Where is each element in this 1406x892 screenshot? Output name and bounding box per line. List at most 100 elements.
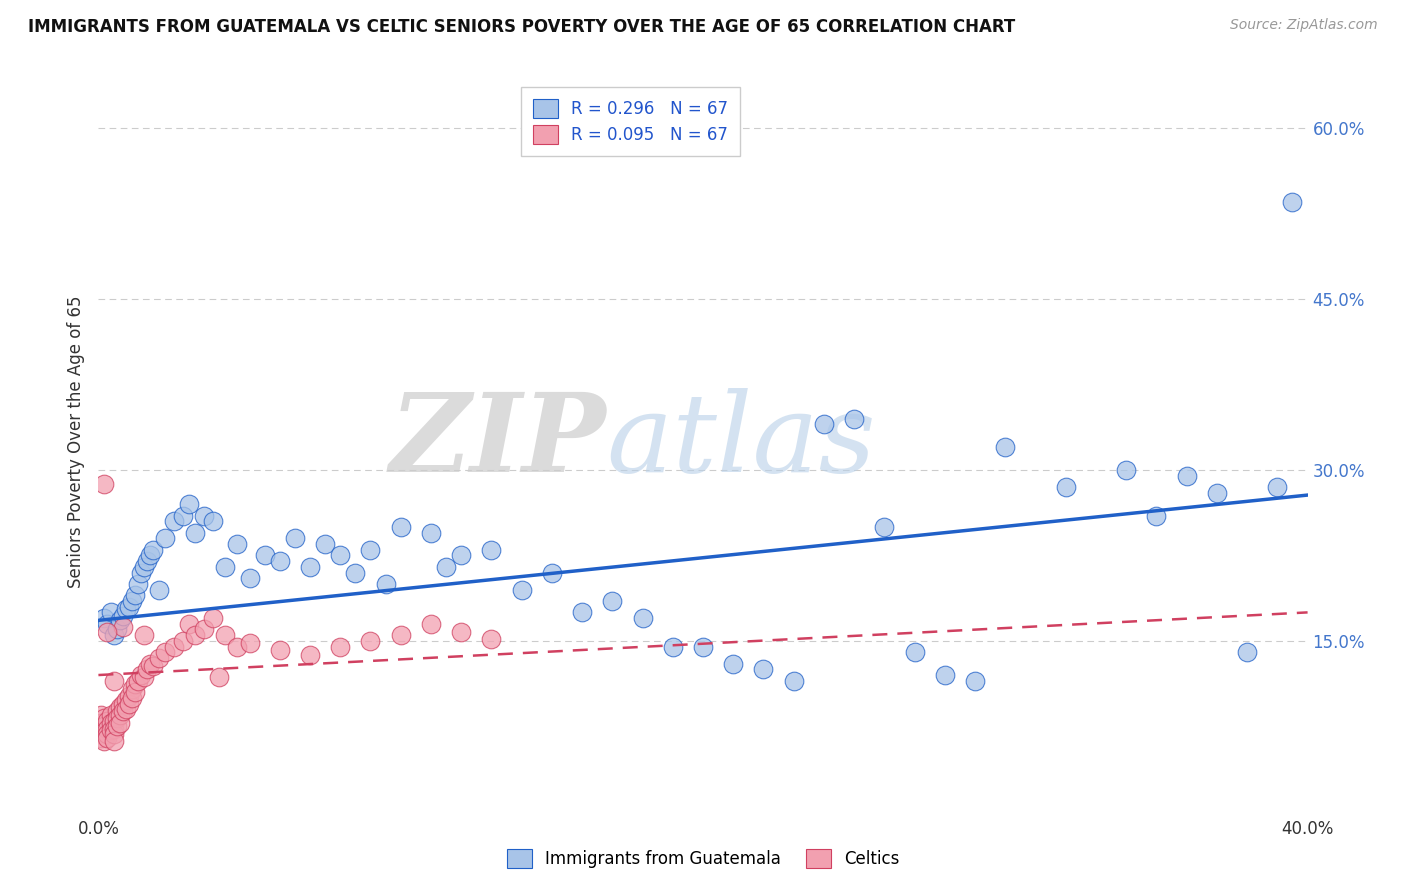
Point <box>100 606 122 620</box>
Point <box>135 554 157 568</box>
Point <box>127 577 149 591</box>
Point <box>132 628 155 642</box>
Point <box>124 588 146 602</box>
Text: atlas: atlas <box>606 388 876 495</box>
Point <box>90 731 112 745</box>
Point <box>111 697 134 711</box>
Point <box>142 659 165 673</box>
Point <box>269 554 291 568</box>
Point <box>344 566 367 580</box>
Point <box>540 566 562 580</box>
Point <box>873 520 896 534</box>
Point <box>389 628 412 642</box>
Point <box>1054 480 1077 494</box>
Point <box>103 734 125 748</box>
Point <box>844 411 866 425</box>
Point <box>127 673 149 688</box>
Point <box>193 508 215 523</box>
Point <box>510 582 533 597</box>
Point <box>105 711 128 725</box>
Text: ZIP: ZIP <box>389 388 606 495</box>
Point <box>124 677 146 691</box>
Point <box>389 520 412 534</box>
Point <box>360 633 382 648</box>
Point <box>1236 645 1258 659</box>
Point <box>239 636 262 650</box>
Point <box>96 616 118 631</box>
Point <box>114 693 136 707</box>
Legend: R = 0.296   N = 67, R = 0.095   N = 67: R = 0.296 N = 67, R = 0.095 N = 67 <box>522 87 740 155</box>
Point <box>103 714 125 728</box>
Point <box>105 705 128 719</box>
Point <box>90 727 112 741</box>
Point <box>105 623 128 637</box>
Point <box>374 577 396 591</box>
Point <box>934 668 956 682</box>
Point <box>132 559 155 574</box>
Point <box>602 594 624 608</box>
Point <box>420 525 443 540</box>
Point <box>90 707 112 722</box>
Point <box>100 715 122 730</box>
Point <box>163 514 186 528</box>
Point <box>813 417 835 432</box>
Legend: Immigrants from Guatemala, Celtics: Immigrants from Guatemala, Celtics <box>501 842 905 875</box>
Point <box>299 648 322 662</box>
Point <box>284 532 307 546</box>
Point <box>450 549 472 563</box>
Point <box>163 640 186 654</box>
Point <box>129 566 152 580</box>
Point <box>93 611 115 625</box>
Point <box>329 549 352 563</box>
Point <box>450 624 472 639</box>
Point <box>253 549 276 563</box>
Point <box>132 670 155 684</box>
Point <box>90 723 112 737</box>
Point <box>103 722 125 736</box>
Point <box>239 571 262 585</box>
Point <box>103 673 125 688</box>
Point <box>208 670 231 684</box>
Point <box>139 657 162 671</box>
Point <box>108 715 131 730</box>
Text: IMMIGRANTS FROM GUATEMALA VS CELTIC SENIORS POVERTY OVER THE AGE OF 65 CORRELATI: IMMIGRANTS FROM GUATEMALA VS CELTIC SENI… <box>28 18 1015 36</box>
Point <box>121 594 143 608</box>
Point <box>172 508 194 523</box>
Point <box>226 537 249 551</box>
Point <box>118 599 141 614</box>
Point <box>184 525 207 540</box>
Point <box>124 685 146 699</box>
Point <box>202 611 225 625</box>
Point <box>1281 195 1303 210</box>
Point <box>108 707 131 722</box>
Point <box>108 700 131 714</box>
Point <box>93 734 115 748</box>
Point <box>994 440 1017 454</box>
Point <box>90 715 112 730</box>
Point <box>1144 508 1167 523</box>
Point <box>139 549 162 563</box>
Point <box>114 702 136 716</box>
Point <box>214 628 236 642</box>
Point <box>93 476 115 491</box>
Point <box>153 645 176 659</box>
Point <box>269 643 291 657</box>
Point <box>121 690 143 705</box>
Point <box>118 697 141 711</box>
Point <box>103 628 125 642</box>
Point <box>1175 468 1198 483</box>
Point <box>783 673 806 688</box>
Point <box>111 608 134 623</box>
Point <box>96 727 118 741</box>
Point <box>118 689 141 703</box>
Point <box>93 711 115 725</box>
Point <box>434 559 457 574</box>
Point <box>153 532 176 546</box>
Point <box>100 707 122 722</box>
Point <box>1115 463 1137 477</box>
Y-axis label: Seniors Poverty Over the Age of 65: Seniors Poverty Over the Age of 65 <box>66 295 84 588</box>
Point <box>631 611 654 625</box>
Point <box>96 731 118 745</box>
Point <box>329 640 352 654</box>
Point <box>723 657 745 671</box>
